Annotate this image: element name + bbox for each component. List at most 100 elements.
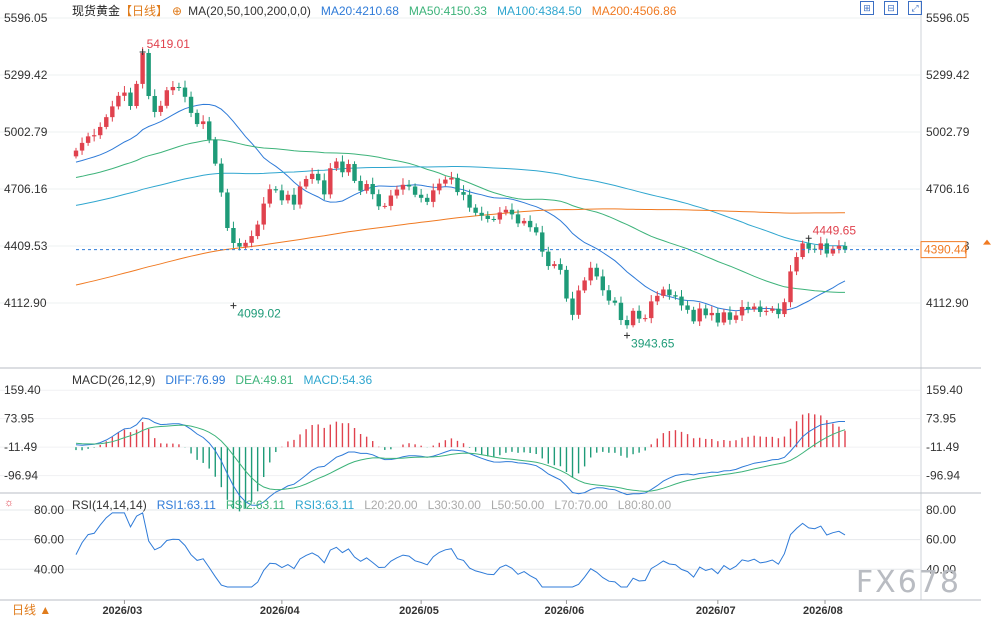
candle-body [830, 248, 836, 254]
candle-body [400, 184, 406, 190]
price-tick-right: 4112.90 [926, 296, 969, 310]
candle-body [564, 269, 569, 299]
macd-panel [75, 413, 846, 512]
candle-body [758, 306, 763, 312]
candle-body [745, 306, 751, 310]
rsi-tick-right: 60.00 [926, 533, 956, 547]
candle-body [576, 290, 581, 315]
candle-body [279, 190, 285, 201]
macd-tick-left: -11.49 [4, 440, 37, 454]
candle-body [200, 121, 206, 125]
period-selector-button[interactable]: 日线 ▲ [12, 603, 52, 617]
candle-body [776, 308, 781, 315]
candle-body [733, 315, 739, 320]
candle-body [358, 180, 363, 191]
rsi-tick-right: 40.00 [926, 562, 956, 576]
rsi1-value: RSI1:63.11 [156, 498, 216, 512]
macd-tick-right: -96.94 [926, 469, 960, 483]
candle-body [431, 190, 436, 202]
extreme-label: 3943.65 [631, 336, 675, 350]
extreme-label: 4449.65 [813, 223, 857, 237]
candle-body [146, 52, 151, 97]
zoom-out-icon[interactable]: ⊟ [884, 1, 898, 15]
rsi-l70: L70:70.00 [554, 498, 608, 512]
candle-body [243, 242, 248, 247]
candle-body [788, 271, 793, 303]
candle-body [334, 161, 339, 169]
rsi-tick-right: 80.00 [926, 503, 956, 517]
candle-body [182, 87, 188, 97]
candle-body [303, 179, 309, 187]
last-price-label: 4390.44 [924, 243, 968, 257]
extreme-label: 4099.02 [237, 307, 281, 321]
candle-body [98, 126, 103, 136]
zoom-in-icon[interactable]: ⊞ [860, 1, 874, 15]
candle-body [285, 194, 291, 201]
candle-body [85, 136, 91, 143]
candle-body [697, 308, 702, 322]
candle-body [455, 177, 460, 193]
candle-body [491, 218, 497, 220]
candle-body [273, 189, 279, 191]
candle-body [249, 236, 254, 243]
macd-tick-left: 73.95 [4, 412, 34, 426]
candle-body [382, 205, 388, 207]
ma100-line [75, 166, 845, 247]
candle-body [709, 312, 714, 316]
macd-header: MACD(26,12,9) DIFF:76.99 DEA:49.81 MACD:54.… [72, 373, 382, 387]
candle-body [727, 312, 733, 320]
candle-body [527, 220, 533, 228]
time-tick-label: 2026/08 [803, 605, 843, 617]
candle-body [636, 310, 642, 319]
candle-body [261, 203, 266, 225]
ma20-line [75, 103, 846, 312]
candle-body [291, 194, 297, 205]
candle-body [437, 183, 442, 191]
rsi-line [75, 512, 846, 588]
candle-body [515, 214, 521, 224]
candle-body [267, 189, 272, 204]
candle-body [558, 264, 563, 270]
moving-average-lines [75, 103, 846, 312]
last-price-tag [920, 241, 967, 259]
candle-body [424, 197, 430, 202]
settings-icon[interactable]: ⊕ [172, 4, 183, 18]
candle-body [661, 289, 666, 296]
candle-body [443, 179, 448, 184]
candle-body [79, 142, 85, 151]
candle-body [328, 168, 333, 195]
candle-body [134, 83, 139, 107]
candle-body [667, 289, 672, 296]
diff-line [75, 417, 845, 506]
candle-body [570, 298, 575, 315]
candle-body [533, 227, 539, 233]
candle-body [140, 52, 145, 84]
candle-body [588, 267, 593, 281]
rsi-l50: L50:50.00 [490, 498, 545, 512]
time-tick-label: 2026/04 [260, 605, 301, 617]
candle-body [467, 194, 472, 208]
candle-body [418, 194, 424, 198]
macd-tick-left: -96.94 [4, 469, 38, 483]
candle-body [842, 245, 848, 250]
candle-body [624, 320, 630, 326]
candle-body [503, 209, 509, 213]
candle-body [213, 139, 218, 164]
price-tick-right: 5002.79 [926, 125, 970, 139]
candle-body [376, 194, 381, 207]
fullscreen-icon[interactable]: ⤢ [908, 1, 922, 15]
candle-body [600, 276, 605, 291]
candle-body [715, 312, 721, 323]
candle-body [176, 86, 182, 88]
candle-body [110, 106, 115, 118]
candle-body [164, 90, 170, 106]
candle-body [231, 228, 236, 243]
price-tick-left: 5002.79 [4, 125, 48, 139]
time-tick-label: 2026/06 [544, 605, 584, 617]
candle-body [509, 209, 515, 215]
macd-diff: DIFF:76.99 [165, 373, 226, 387]
candle-body [406, 184, 412, 187]
rsi-settings-icon[interactable]: ☼ [4, 497, 15, 509]
candle-body [158, 105, 163, 112]
candle-body [642, 318, 648, 320]
